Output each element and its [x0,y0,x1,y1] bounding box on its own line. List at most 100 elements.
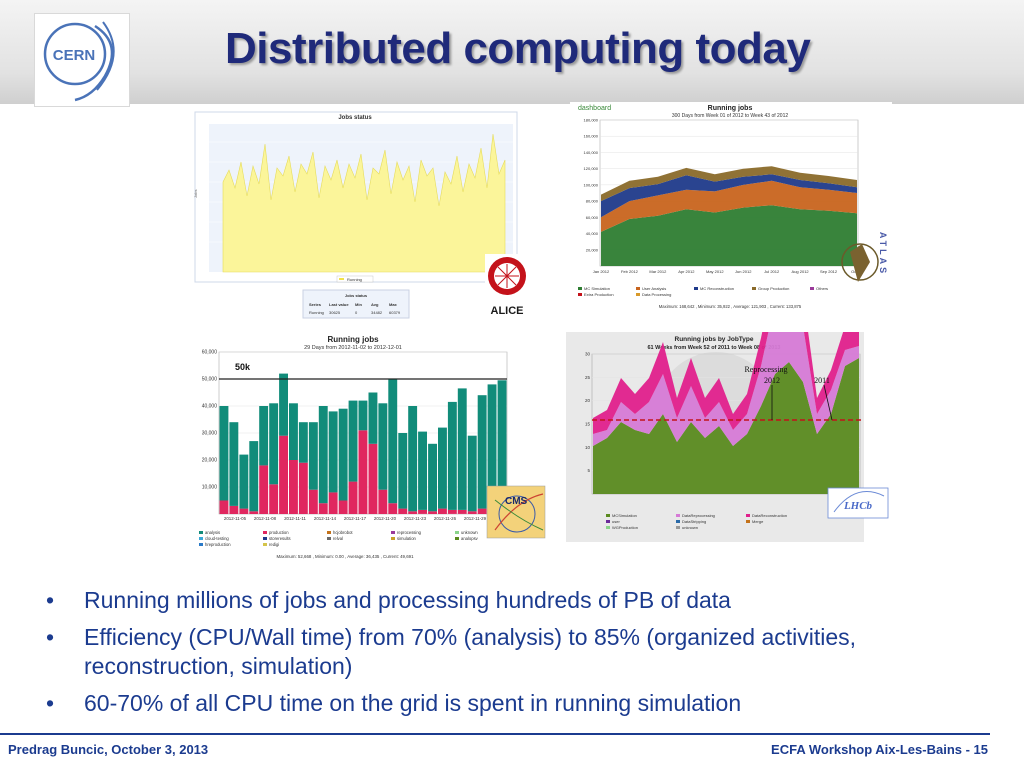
lhcb-ytick-label: 15 [585,422,591,427]
cms-bar-analysis [279,373,288,436]
cms-ytick-label: 50,000 [202,377,218,383]
bullet-glyph: • [46,587,55,613]
cms-bar-analysis [318,406,328,504]
alice-table-header-1: Last value [329,302,349,307]
atlas-xtick-label: Feb 2012 [621,269,639,274]
atlas-legend-label: MC Simulation [584,286,610,291]
cms-bar-production [378,489,388,514]
atlas-legend-label: Extra Production [584,292,614,297]
lhcb-legend-label: Merge [752,519,764,524]
alice-table-header-0: Series [309,302,322,307]
cms-bar-production [408,511,418,514]
cms-bar-analysis [378,403,388,490]
atlas-ytick-label: 80,000 [586,199,599,204]
cms-bar-production [358,430,368,514]
cms-xtick-label: 2012-11-26 [434,516,457,521]
cms-bar-analysis [398,433,408,509]
alice-table-cell-3: 34482 [371,310,383,315]
lhcb-chart-subtitle: 61 Weeks from Week 52 of 2011 to Week 08… [648,345,781,351]
bullet-text: Running millions of jobs and processing … [84,587,731,613]
bullet-item: • Efficiency (CPU/Wall time) from 70% (an… [46,623,946,681]
atlas-ytick-label: 60,000 [586,215,599,220]
lhcb-legend-label: unknown [682,525,698,530]
cms-bar-production [467,511,477,514]
cms-legend-label: reprocessing [397,530,422,535]
lhcb-legend-label: DataReconstruction [752,513,787,518]
lhcb-legend-swatch [676,520,680,523]
atlas-xtick-label: Jan 2012 [593,269,610,274]
atlas-ytick-label: 20,000 [586,247,599,252]
cms-legend-label: analysis [205,530,220,535]
cms-xtick-label: 2012-11-08 [254,516,277,521]
cms-bar-analysis [308,422,318,490]
alice-chart-title: Jobs status [338,115,372,121]
cms-legend-label: analopsv [461,536,479,541]
bullet-list: • Running millions of jobs and processing… [46,586,946,726]
cms-ytick-label: 60,000 [202,350,218,356]
atlas-legend-label: MC Reconstruction [700,286,734,291]
atlas-xtick-label: Apr 2012 [678,269,695,274]
alice-table-cell-1: 30625 [329,310,341,315]
alice-table-cell-4: 60379 [389,310,401,315]
lhcb-series-datareprocessing [593,332,859,446]
lhcb-legend-swatch [746,520,750,523]
cms-bar-analysis [477,395,487,509]
lhcb-legend-label: WGProduction [612,525,638,530]
cms-legend-label: production [269,530,289,535]
atlas-stats: Maximum: 168,642 , Minimum: 35,922 , Ave… [659,304,802,309]
cms-bar-analysis [358,400,368,431]
cms-chart-title: Running jobs [327,335,379,344]
cms-bar-production [418,509,427,514]
lhcb-series-mcsimulation [593,358,859,494]
cms-legend-swatch [263,531,267,534]
cms-legend-swatch [263,537,267,540]
lhcb-logo: LHCb [827,487,889,519]
alice-table-title: Jobs status [345,293,368,298]
atlas-legend-label: User Analysis [642,286,666,291]
cms-legend-swatch [199,531,203,534]
lhcb-ytick-label: 5 [587,468,590,473]
cms-legend-label: cloud-testing [205,536,229,541]
cms-bar-analysis [467,435,477,512]
atlas-xtick-label: Mar 2012 [649,269,667,274]
alice-logo: ALICE [485,254,529,318]
cms-annotation: 50k [235,362,251,372]
cern-logo-text: CERN [53,47,96,64]
atlas-xtick-label: Jun 2012 [735,269,752,274]
atlas-legend-label: Data Processing [642,292,671,297]
cms-bar-analysis [348,400,358,482]
atlas-legend-label: Group Production [758,286,789,291]
atlas-legend-swatch [752,287,756,290]
lhcb-legend-label: DataStripping [682,519,706,524]
footer-author-date: Predrag Buncic, October 3, 2013 [8,742,209,757]
cms-ytick-label: 20,000 [202,458,218,464]
lhcb-legend-swatch [676,526,680,529]
cms-bar-production [398,508,408,514]
cms-bar-analysis [438,427,447,509]
cms-bar-production [219,500,229,514]
dashboard-logo: dashboard [578,105,611,112]
lhcb-ytick-label: 30 [585,352,591,357]
lhcb-chart-title: Running jobs by JobType [675,336,754,343]
footer-rule [0,733,990,735]
lhcb-annotation-reprocessing: Reprocessing [744,365,787,374]
atlas-chart-title: Running jobs [708,105,753,112]
atlas-xtick-label: Aug 2012 [792,269,810,274]
cms-bar-production [428,511,437,514]
atlas-chart-subtitle: 300 Days from Week 01 of 2012 to Week 43… [672,113,788,119]
cms-bar-analysis [219,406,229,501]
lhcb-legend-label: DataReprocessing [682,513,715,518]
cms-xtick-label: 2012-11-17 [344,516,367,521]
atlas-legend-swatch [810,287,814,290]
cms-legend-label: unknown [461,530,478,535]
atlas-legend-swatch [578,287,582,290]
cms-bar-analysis [388,379,398,504]
alice-ylabel-glyph: Jobs [193,190,198,198]
cms-legend-label: simulation [397,536,417,541]
cms-legend-swatch [199,537,203,540]
cms-xtick-label: 2012-11-11 [284,516,306,521]
bullet-item: • 60-70% of all CPU time on the grid is s… [46,689,946,718]
slide-title: Distributed computing today [225,24,811,73]
alice-table-cell-0: Running [309,310,324,315]
cms-legend-swatch [199,543,203,546]
